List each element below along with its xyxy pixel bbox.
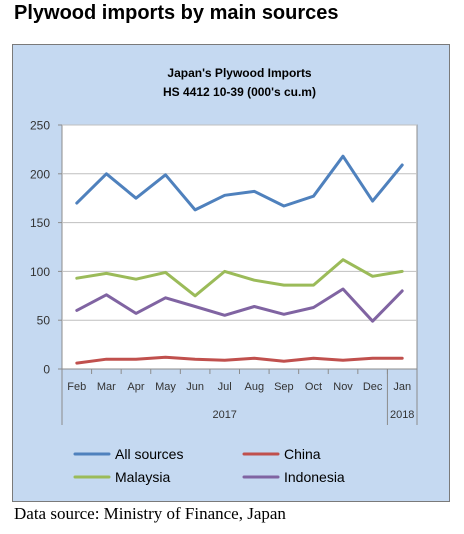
x-tick-label: May — [155, 381, 176, 393]
y-tick-label: 200 — [30, 167, 50, 181]
x-tick-label: Nov — [333, 381, 353, 393]
x-tick-label: Feb — [67, 381, 86, 393]
plot-area — [61, 124, 418, 370]
x-tick-label: Jan — [393, 381, 411, 393]
x-tick-label: Oct — [305, 381, 322, 393]
y-tick-label: 50 — [37, 314, 51, 328]
y-tick-label: 150 — [30, 216, 50, 230]
series-line-malaysia — [75, 258, 404, 298]
y-tick-label: 250 — [30, 119, 50, 133]
chart-title: Japan's Plywood Imports — [167, 66, 312, 80]
legend-label-all-sources: All sources — [115, 446, 183, 462]
x-tick-label: Apr — [127, 381, 144, 393]
year-label: 2017 — [212, 409, 236, 421]
data-source-note: Data source: Ministry of Finance, Japan — [14, 504, 286, 523]
legend-label-china: China — [284, 446, 321, 462]
series-line-indonesia — [75, 287, 404, 323]
x-tick-label: Aug — [245, 381, 265, 393]
x-tick-label: Jun — [186, 381, 204, 393]
chart-panel: Japan's Plywood Imports HS 4412 10-39 (00… — [12, 44, 450, 502]
legend-label-malaysia: Malaysia — [115, 469, 170, 485]
page-heading: Plywood imports by main sources — [14, 2, 339, 24]
line-chart: Japan's Plywood Imports HS 4412 10-39 (00… — [30, 66, 418, 485]
chart-subtitle: HS 4412 10-39 (000's cu.m) — [163, 85, 316, 99]
series-line-all-sources — [75, 154, 404, 212]
series-line-china — [75, 355, 404, 365]
legend-label-indonesia: Indonesia — [284, 469, 345, 485]
x-tick-label: Mar — [97, 381, 116, 393]
x-tick-label: Sep — [274, 381, 294, 393]
year-label: 2018 — [390, 409, 414, 421]
y-tick-label: 100 — [30, 265, 50, 279]
x-tick-label: Dec — [363, 381, 383, 393]
x-tick-label: Jul — [218, 381, 232, 393]
y-tick-label: 0 — [43, 363, 50, 377]
